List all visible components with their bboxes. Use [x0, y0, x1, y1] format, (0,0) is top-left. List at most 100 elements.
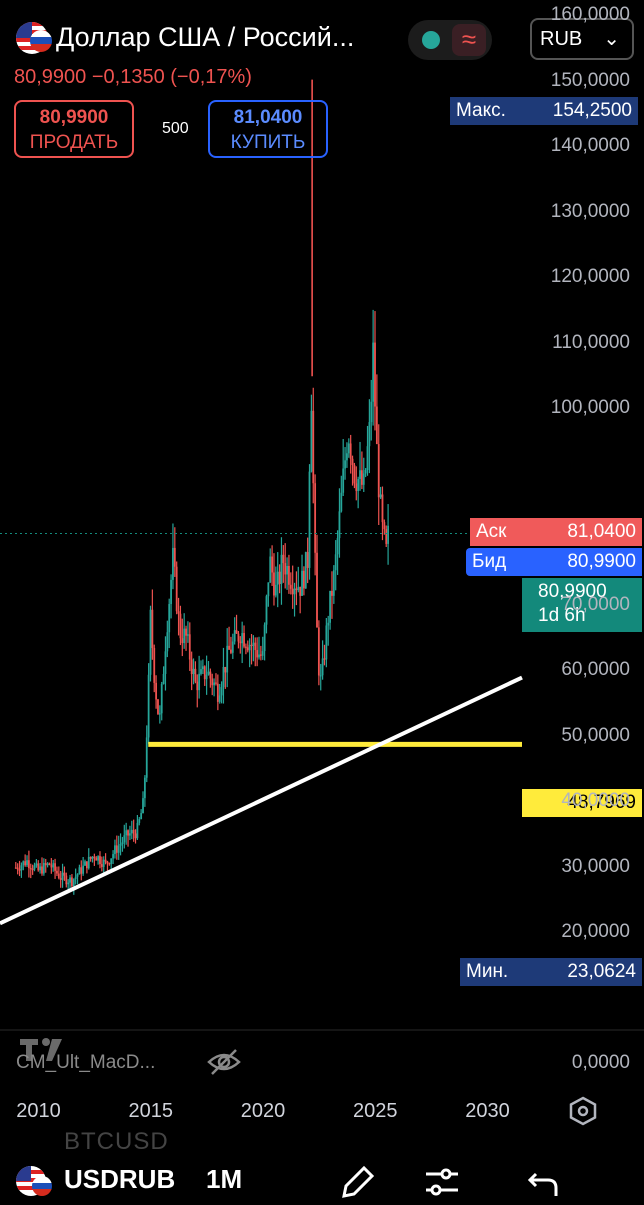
bottom-toolbar	[0, 1138, 644, 1200]
candle-body	[129, 833, 131, 836]
instrument-title[interactable]: Доллар США / Россий...	[56, 22, 355, 52]
candle-body	[57, 873, 60, 879]
pencil-icon[interactable]	[336, 1162, 376, 1198]
indicator-label[interactable]: CM_Ult_MacD...	[16, 1052, 156, 1073]
candle-body	[319, 675, 322, 677]
candle-body	[303, 570, 305, 589]
candle-body	[342, 468, 345, 493]
candle-body	[39, 866, 42, 871]
candle-body	[84, 861, 86, 866]
candle-body	[254, 642, 257, 651]
candle-body	[87, 856, 90, 869]
candle-body	[24, 861, 27, 866]
candle-body	[366, 446, 369, 471]
candle-body	[198, 673, 201, 691]
candle-body	[381, 494, 384, 523]
currency-select[interactable]: RUB ⌄	[530, 18, 634, 60]
candle-body	[267, 582, 270, 597]
ghost-symbol: BTCUSD	[64, 1128, 169, 1155]
candle-body	[97, 856, 100, 861]
candle-body	[220, 687, 223, 696]
timeframe-button[interactable]: 1M	[206, 1164, 243, 1194]
candle-body	[123, 835, 126, 843]
candle-body	[346, 453, 348, 461]
candle-body	[196, 681, 199, 691]
candle-body	[170, 579, 172, 604]
candle-body	[172, 547, 174, 580]
sell-button[interactable]: 80,9900 ПРОДАТЬ	[14, 100, 134, 158]
candle-body	[160, 683, 163, 714]
candle-body	[228, 645, 230, 650]
candle-body	[76, 874, 79, 877]
candle-body	[33, 865, 36, 870]
candle-body	[106, 861, 109, 864]
symbol-button[interactable]: USDRUB	[64, 1164, 176, 1194]
candle-body	[100, 864, 103, 867]
quantity-value[interactable]: 500	[162, 120, 189, 137]
undo-icon[interactable]	[526, 1168, 566, 1204]
settings-hex-icon[interactable]	[568, 1096, 598, 1126]
price-change-line: 80,9900 −0,1350 (−0,17%)	[14, 66, 252, 88]
y-tick-label: 140,0000	[550, 135, 630, 156]
candle-body	[295, 588, 298, 591]
candle-body	[351, 458, 354, 466]
y-tick-label: 150,0000	[550, 69, 630, 91]
max-tag-label: Макс.	[450, 97, 524, 125]
trend-line	[0, 675, 523, 926]
candle-body	[297, 586, 300, 591]
candle-body	[370, 401, 373, 423]
candle-body	[91, 856, 94, 859]
candle-body	[168, 603, 171, 633]
candle-body	[325, 625, 328, 660]
candle-body	[237, 633, 240, 642]
candle-body	[119, 844, 122, 846]
buy-button[interactable]: 81,0400 КУПИТЬ	[208, 100, 328, 158]
candle-body	[271, 556, 273, 573]
candle-body	[368, 422, 371, 447]
candle-body	[306, 552, 309, 568]
wave-icon: ≈	[452, 24, 486, 56]
candle-body	[104, 859, 107, 862]
candle-body	[29, 868, 32, 870]
candle-body	[112, 854, 114, 859]
candle-body	[69, 877, 71, 883]
y-tick-label: 70,0000	[561, 593, 630, 615]
candle-body	[250, 644, 253, 647]
candle-body	[52, 863, 55, 868]
candle-body	[231, 641, 234, 653]
candle-body	[16, 867, 19, 870]
candle-body	[276, 571, 279, 585]
candle-body	[121, 842, 124, 845]
candle-body	[173, 547, 176, 567]
candle-body	[117, 845, 120, 853]
bid-tag-value: 80,9900	[522, 548, 642, 576]
candle-body	[22, 861, 25, 866]
candle-body	[44, 862, 47, 866]
buy-label: КУПИТЬ	[230, 132, 306, 153]
candle-body	[291, 588, 294, 595]
y-tick-label: 0,0000	[571, 1052, 630, 1073]
candle-body	[82, 865, 85, 874]
candle-body	[340, 492, 343, 512]
candle-body	[127, 830, 129, 836]
candle-body	[321, 658, 324, 676]
candle-body	[132, 829, 135, 834]
candle-body	[192, 668, 195, 675]
x-tick-label: 2030	[465, 1100, 510, 1122]
candle-body	[201, 666, 204, 670]
candle-body	[383, 522, 386, 530]
candle-body	[310, 410, 313, 472]
indicators-sliders-icon[interactable]	[422, 1166, 462, 1202]
eye-off-icon[interactable]	[206, 1046, 242, 1078]
candle-body	[323, 658, 326, 660]
candle-body	[256, 650, 259, 658]
candle-body	[149, 609, 152, 675]
x-tick-label: 2025	[352, 1100, 398, 1122]
candle-body	[46, 863, 49, 866]
candle-body	[151, 609, 154, 648]
candle-body	[263, 624, 266, 652]
chevron-down-icon: ⌄	[603, 28, 620, 50]
candle-body	[259, 654, 262, 656]
candle-body	[235, 630, 238, 634]
